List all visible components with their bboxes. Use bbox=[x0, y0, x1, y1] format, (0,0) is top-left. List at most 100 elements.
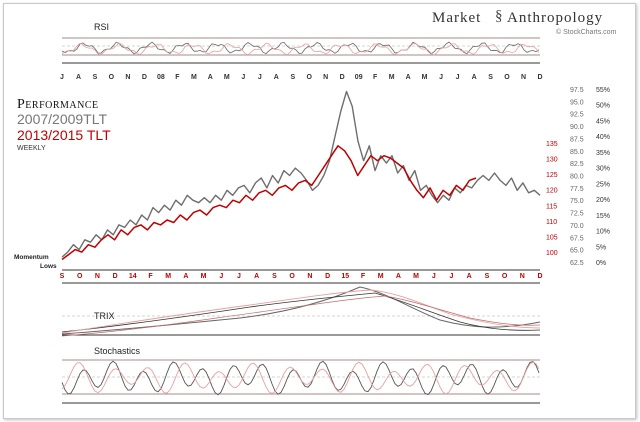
right-axis-gray-label: 87.5 bbox=[570, 136, 584, 143]
top-axis-tick-label: O bbox=[109, 74, 115, 81]
right-axis-gray-label: 75.0 bbox=[570, 198, 584, 205]
bottom-axis-tick-label: M bbox=[413, 273, 419, 280]
stochastics-label: Stochastics bbox=[94, 346, 141, 356]
stochastics-line-2007 bbox=[61, 360, 540, 396]
rsi-line-2007 bbox=[61, 41, 540, 55]
legend-series-2013: 2013/2015 TLT bbox=[17, 127, 111, 143]
legend-series-2007: 2007/2009TLT bbox=[17, 111, 107, 127]
right-axis-pct-label: 40% bbox=[596, 134, 610, 141]
right-axis-gray-label: 95.0 bbox=[570, 99, 584, 106]
trix-line-2007 bbox=[61, 286, 541, 335]
trix-line-2013 bbox=[61, 289, 541, 334]
bottom-axis-tick-label: A bbox=[183, 273, 188, 280]
bottom-axis-tick-label: N bbox=[95, 273, 100, 280]
momentum-label-1: Momentum bbox=[14, 254, 49, 261]
top-axis-tick-label: M bbox=[422, 74, 428, 81]
top-axis-tick-label: N bbox=[125, 74, 130, 81]
bottom-axis-tick-label: M bbox=[378, 273, 384, 280]
top-axis-tick-label: J bbox=[60, 74, 64, 81]
top-axis-tick-label: J bbox=[439, 74, 443, 81]
top-axis: J A S O N D 08 F M A M J J A S O N D 09 F M A M J J A S O N D bbox=[60, 74, 542, 81]
brand-credit: © StockCharts.com bbox=[556, 28, 617, 36]
top-axis-tick-label: 08 bbox=[157, 74, 165, 81]
legend-frequency: WEEKLY bbox=[17, 145, 46, 152]
bottom-axis-tick-label: A bbox=[467, 273, 472, 280]
right-axis-pct-label: 50% bbox=[596, 103, 610, 110]
top-axis-tick-label: N bbox=[323, 74, 328, 81]
right-axis-pct-label: 55% bbox=[596, 87, 610, 94]
right-axis-red-label: 120 bbox=[546, 188, 558, 195]
rsi-line-2013 bbox=[61, 42, 540, 56]
top-axis-tick-label: J bbox=[456, 74, 460, 81]
legend-heading: Performance bbox=[17, 97, 99, 112]
right-axis-gray-label: 85.0 bbox=[570, 149, 584, 156]
top-axis-tick-label: O bbox=[306, 74, 312, 81]
trix-signal-2007 bbox=[61, 292, 541, 333]
bottom-axis-tick-label: O bbox=[289, 273, 295, 280]
brand-title: Market bbox=[432, 10, 481, 26]
right-axis-gray-label: 67.5 bbox=[570, 235, 584, 242]
right-axis-red-label: 105 bbox=[546, 234, 558, 241]
right-axis-gray-label: 62.5 bbox=[570, 260, 584, 267]
top-axis-tick-label: J bbox=[258, 74, 262, 81]
top-axis-tick-label: A bbox=[208, 74, 213, 81]
bottom-axis-tick-label: J bbox=[450, 273, 454, 280]
right-axis-gray-label: 65.0 bbox=[570, 248, 584, 255]
bottom-axis-tick-label: N bbox=[520, 273, 525, 280]
right-axis-gray-label: 90.0 bbox=[570, 124, 584, 131]
bottom-axis-tick-label: J bbox=[432, 273, 436, 280]
bottom-axis-tick-label: D bbox=[113, 273, 118, 280]
right-axis-gray-label: 97.5 bbox=[570, 87, 584, 94]
top-axis-tick-label: D bbox=[537, 74, 542, 81]
bottom-axis: S O N D 14 F M A M J J A S O N D 15 F M A M J J A S O N D bbox=[60, 273, 543, 280]
top-axis-tick-label: F bbox=[175, 74, 180, 81]
right-axis-pct-label: 5% bbox=[596, 244, 606, 251]
right-axis-gray-label: 80.0 bbox=[570, 174, 584, 181]
bottom-axis-tick-label: O bbox=[77, 273, 83, 280]
chart-frame bbox=[3, 3, 636, 419]
bottom-axis-tick-label: S bbox=[60, 273, 65, 280]
stochastics-line-2013 bbox=[61, 361, 540, 395]
top-axis-tick-label: M bbox=[191, 74, 197, 81]
bottom-axis-tick-label: F bbox=[361, 273, 366, 280]
right-axis-gray-label: 70.0 bbox=[570, 223, 584, 230]
top-axis-tick-label: D bbox=[142, 74, 147, 81]
bottom-axis-tick-label: J bbox=[237, 273, 241, 280]
top-axis-tick-label: M bbox=[224, 74, 230, 81]
top-axis-tick-label: J bbox=[241, 74, 245, 81]
bottom-axis-tick-label: J bbox=[219, 273, 223, 280]
right-axis-gray-label: 72.5 bbox=[570, 211, 584, 218]
bottom-axis-tick-label: D bbox=[537, 273, 542, 280]
bottom-axis-tick-label: A bbox=[396, 273, 401, 280]
top-axis-tick-label: S bbox=[488, 74, 493, 81]
rsi-panel: RSI bbox=[61, 22, 540, 64]
bottom-axis-tick-label: D bbox=[325, 273, 330, 280]
right-axis-pct-label: 20% bbox=[596, 197, 610, 204]
series-line-2007-2009 bbox=[61, 90, 541, 258]
main-plot bbox=[61, 90, 541, 261]
right-axis-red-label: 115 bbox=[546, 203, 557, 210]
bottom-axis-tick-label: S bbox=[485, 273, 490, 280]
momentum-label-2: Lows bbox=[40, 263, 57, 270]
right-axis-pct-label: 0% bbox=[596, 260, 606, 267]
right-axis-red-label: 125 bbox=[546, 172, 558, 179]
top-axis-tick-label: A bbox=[76, 74, 81, 81]
rsi-label: RSI bbox=[94, 22, 109, 32]
top-axis-tick-label: N bbox=[521, 74, 526, 81]
right-axis-red-label: 130 bbox=[546, 157, 558, 164]
bottom-axis-tick-label: 15 bbox=[341, 273, 349, 280]
top-axis-tick-label: S bbox=[290, 74, 295, 81]
right-axis-gray-label: 82.5 bbox=[570, 161, 584, 168]
right-axis-pct-label: 30% bbox=[596, 166, 610, 173]
right-axis-pct-label: 45% bbox=[596, 119, 610, 126]
bottom-axis-tick-label: A bbox=[254, 273, 259, 280]
top-axis-tick-label: O bbox=[504, 74, 510, 81]
stochastics-panel: Stochastics bbox=[61, 346, 540, 404]
right-axis-gray-label: 77.5 bbox=[570, 186, 584, 193]
right-axis-pct-label: 25% bbox=[596, 181, 610, 188]
right-axis-gray-label: 92.5 bbox=[570, 112, 584, 119]
bottom-axis-tick-label: F bbox=[148, 273, 153, 280]
top-axis-tick-label: M bbox=[389, 74, 395, 81]
brand-symbol-icon: § bbox=[495, 8, 503, 24]
